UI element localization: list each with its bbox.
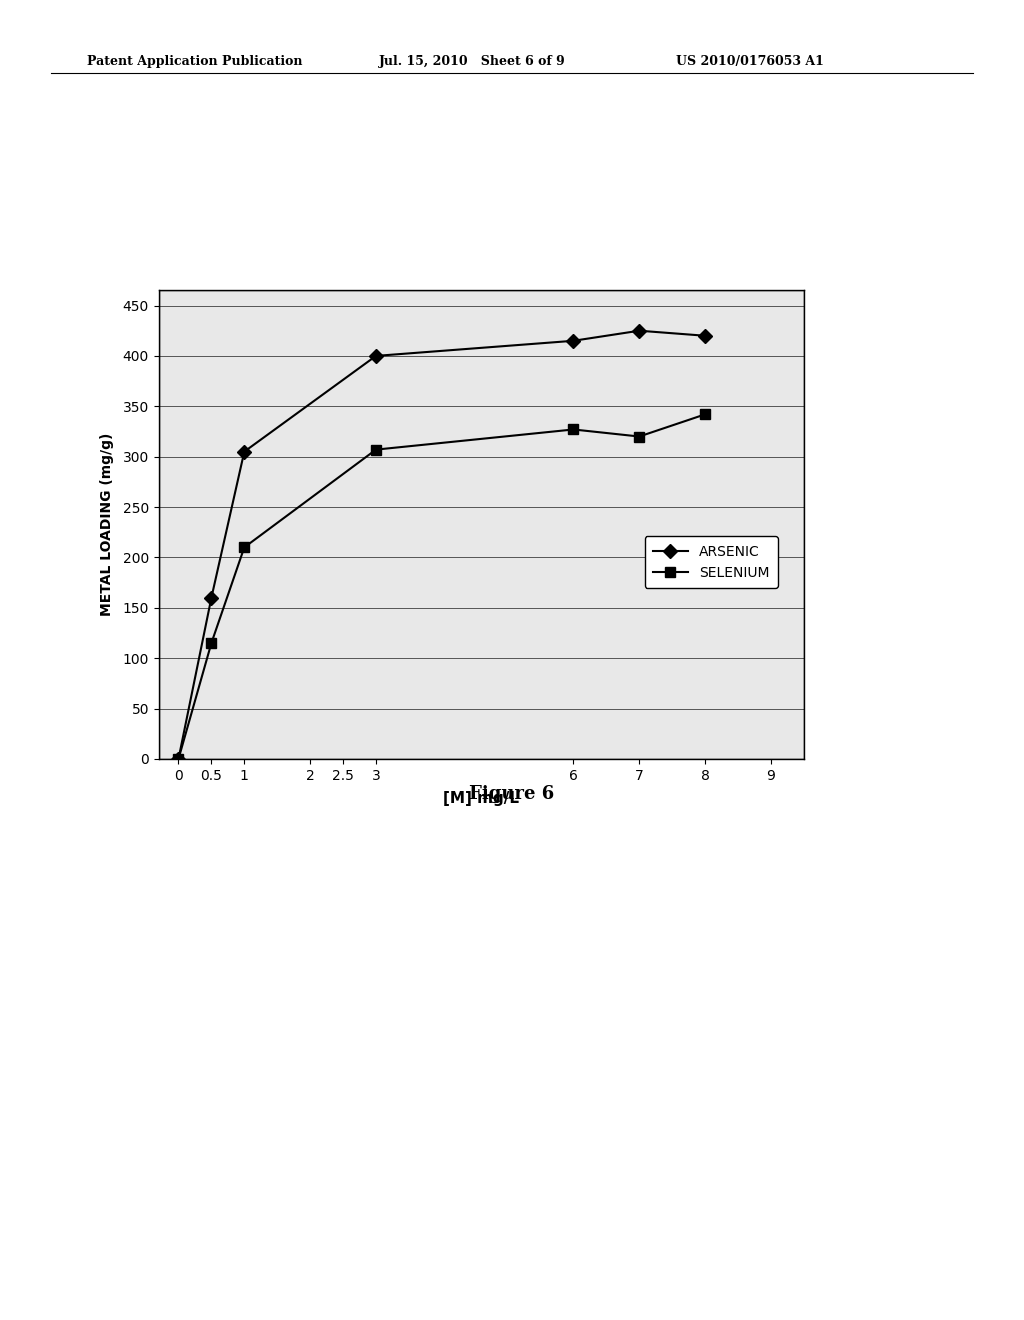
- Y-axis label: METAL LOADING (mg/g): METAL LOADING (mg/g): [100, 433, 115, 616]
- ARSENIC: [172, 751, 184, 767]
- SELENIUM: [567, 421, 580, 437]
- Line: ARSENIC: ARSENIC: [174, 326, 710, 764]
- SELENIUM: [370, 442, 382, 458]
- SELENIUM: [205, 635, 217, 651]
- Text: US 2010/0176053 A1: US 2010/0176053 A1: [676, 55, 823, 69]
- ARSENIC: [633, 323, 645, 339]
- ARSENIC: [370, 348, 382, 364]
- SELENIUM: [172, 751, 184, 767]
- ARSENIC: [567, 333, 580, 348]
- ARSENIC: [699, 327, 712, 343]
- SELENIUM: [699, 407, 712, 422]
- ARSENIC: [205, 590, 217, 606]
- X-axis label: [M] mg/L: [M] mg/L: [443, 791, 519, 807]
- Text: Patent Application Publication: Patent Application Publication: [87, 55, 302, 69]
- SELENIUM: [633, 429, 645, 445]
- SELENIUM: [239, 540, 251, 556]
- ARSENIC: [239, 444, 251, 459]
- Text: Jul. 15, 2010   Sheet 6 of 9: Jul. 15, 2010 Sheet 6 of 9: [379, 55, 565, 69]
- Text: Figure 6: Figure 6: [469, 784, 555, 803]
- Legend: ARSENIC, SELENIUM: ARSENIC, SELENIUM: [644, 536, 777, 587]
- Line: SELENIUM: SELENIUM: [174, 409, 710, 764]
